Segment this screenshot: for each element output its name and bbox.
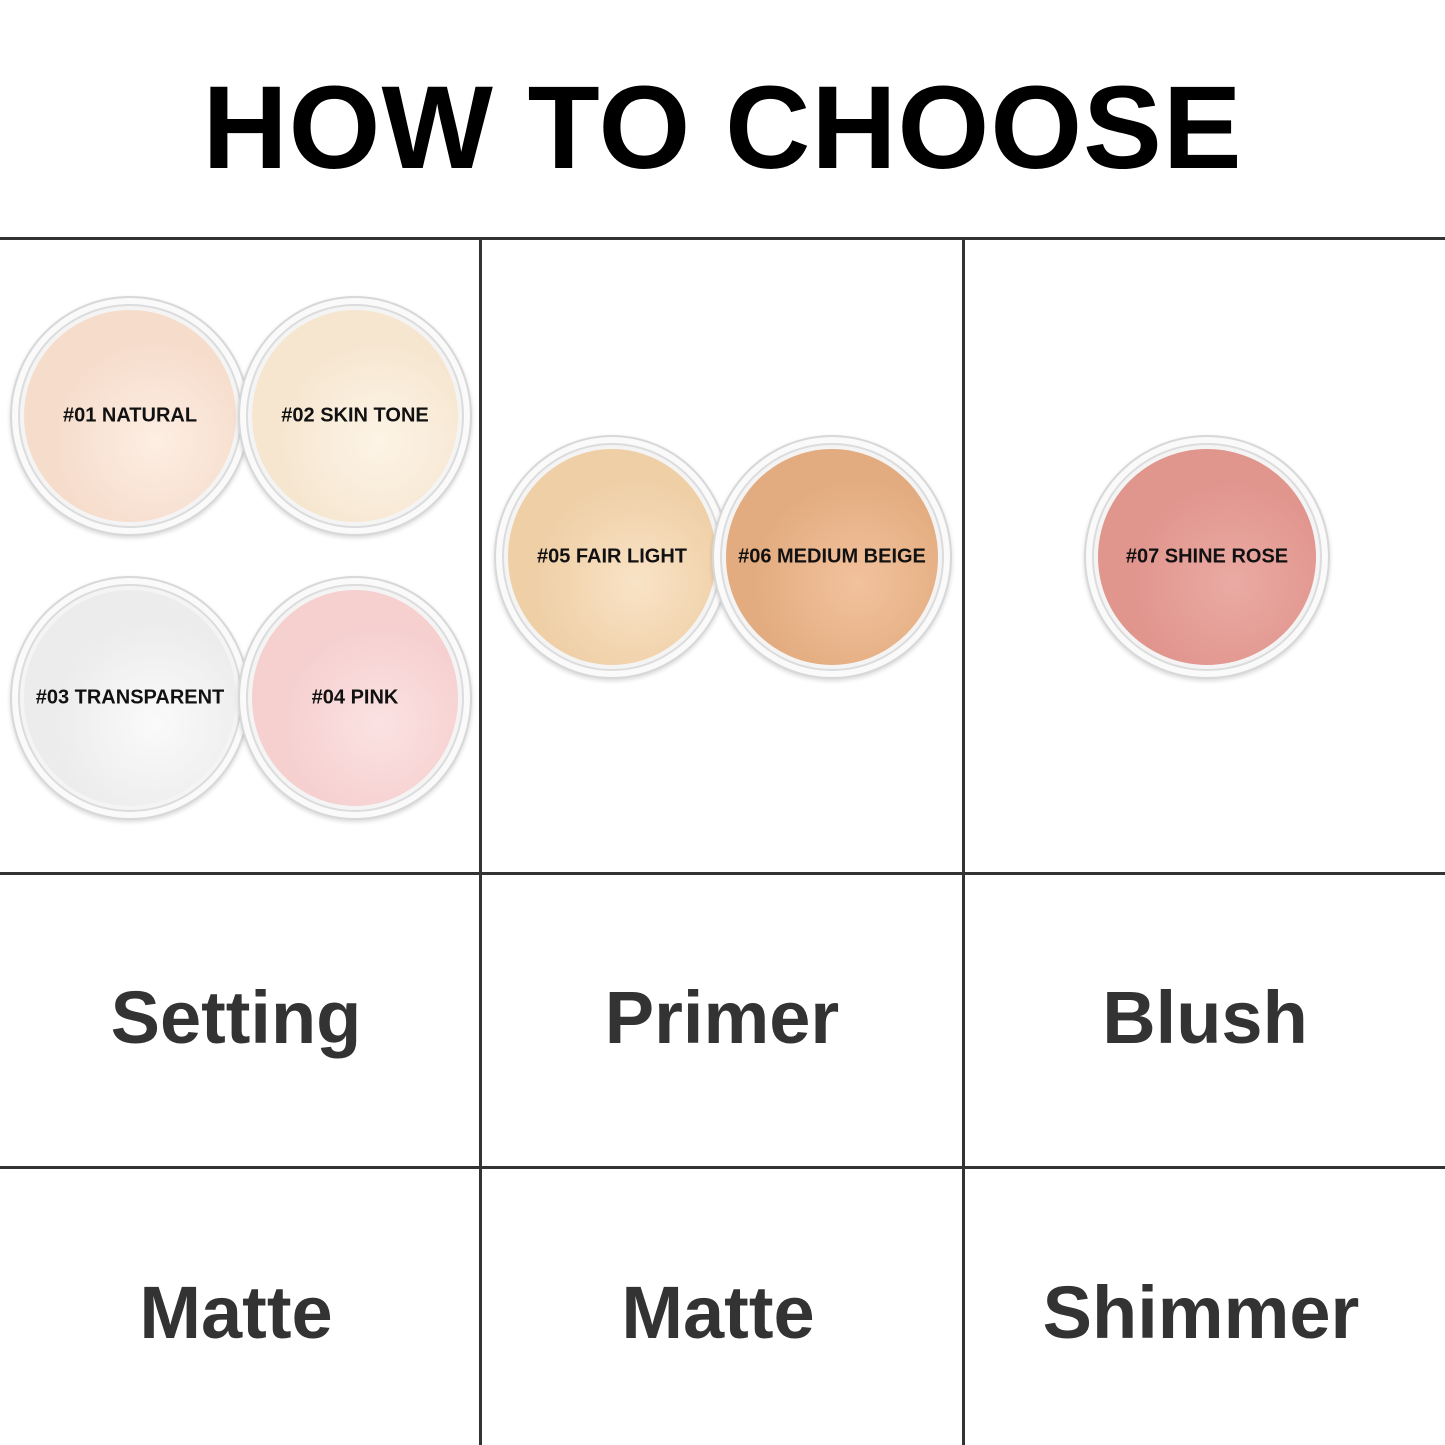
shade-label: #02 SKIN TONE [281, 404, 429, 427]
shade-jar: #05 FAIR LIGHT [494, 435, 730, 679]
shade-label: #07 SHINE ROSE [1125, 545, 1289, 568]
shade-jar: #04 PINK [238, 576, 472, 820]
powder-swatch [508, 449, 716, 665]
grid-divider [962, 238, 965, 1445]
grid-divider [479, 238, 482, 1445]
finish-primer: Matte [621, 1271, 815, 1354]
powder-swatch [252, 590, 458, 806]
shade-jar: #01 NATURAL [10, 296, 250, 536]
shade-label: #01 NATURAL [62, 404, 198, 427]
grid-divider [0, 872, 1445, 875]
page-title: HOW TO CHOOSE [202, 62, 1243, 194]
shade-jar: #06 MEDIUM BEIGE [712, 435, 952, 679]
use-setting: Setting [110, 976, 362, 1059]
grid-divider [0, 1166, 1445, 1169]
shade-jar: #02 SKIN TONE [238, 296, 472, 536]
shade-label: #03 TRANSPARENT [35, 686, 225, 709]
powder-swatch [24, 310, 236, 522]
shade-jar: #03 TRANSPARENT [10, 576, 250, 820]
powder-swatch [726, 449, 938, 665]
powder-swatch [1098, 449, 1316, 665]
grid-divider [0, 237, 1445, 240]
shade-label: #04 PINK [311, 686, 399, 709]
powder-swatch [252, 310, 458, 522]
finish-setting: Matte [139, 1271, 333, 1354]
shade-jar: #07 SHINE ROSE [1084, 435, 1330, 679]
powder-swatch [24, 590, 236, 806]
shade-label: #05 FAIR LIGHT [536, 545, 688, 568]
use-blush: Blush [1102, 976, 1308, 1059]
finish-blush: Shimmer [1042, 1271, 1360, 1354]
use-primer: Primer [604, 976, 840, 1059]
shade-label: #06 MEDIUM BEIGE [738, 545, 926, 568]
